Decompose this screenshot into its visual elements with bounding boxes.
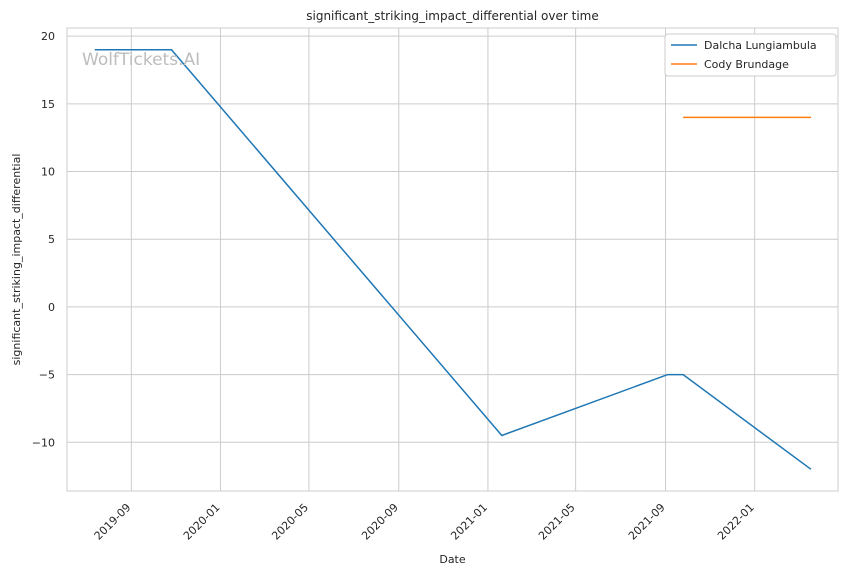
- y-tick-label-15: 15: [41, 98, 55, 111]
- y-axis-title: significant_striking_impact_differential: [10, 154, 23, 366]
- x-tick-label-2020-01: 2020-01: [181, 501, 223, 543]
- y-tick-label-20: 20: [41, 30, 55, 43]
- y-tick-label-5: 5: [48, 233, 55, 246]
- legend-box: [664, 33, 837, 77]
- y-tick-label-10: 10: [41, 166, 55, 179]
- x-tick-label-2020-09: 2020-09: [359, 501, 401, 543]
- legend-label-cody-brundage: Cody Brundage: [704, 58, 789, 71]
- y-tick-label-neg5: −5: [39, 369, 55, 382]
- x-tick-label-2019-09: 2019-09: [92, 501, 134, 543]
- x-tick-label-2021-09: 2021-09: [626, 501, 668, 543]
- series-lines: [94, 48, 812, 470]
- y-tick-label-0: 0: [48, 301, 55, 314]
- x-axis-title: Date: [439, 553, 466, 566]
- x-tick-label-2021-01: 2021-01: [448, 501, 490, 543]
- chart-title: significant_striking_impact_differential…: [306, 9, 598, 23]
- legend-label-dalcha-lungiambula: Dalcha Lungiambula: [704, 39, 817, 52]
- watermark: WolfTickets.AI: [82, 50, 200, 70]
- x-tick-label-2020-05: 2020-05: [269, 501, 311, 543]
- x-tick-label-2021-05: 2021-05: [536, 501, 578, 543]
- y-ticks: 20 15 10 5 0 −5 −10: [32, 30, 55, 449]
- x-ticks: 2019-09 2020-01 2020-05 2020-09 2021-01 2021-…: [92, 501, 757, 543]
- x-tick-label-2022-01: 2022-01: [715, 501, 757, 543]
- series-line-dalcha-lungiambula: [94, 48, 812, 470]
- legend: Dalcha Lungiambula Cody Brundage: [664, 33, 837, 77]
- y-tick-label-neg10: −10: [32, 436, 55, 449]
- plot-area: [66, 27, 839, 492]
- grid: [67, 28, 838, 491]
